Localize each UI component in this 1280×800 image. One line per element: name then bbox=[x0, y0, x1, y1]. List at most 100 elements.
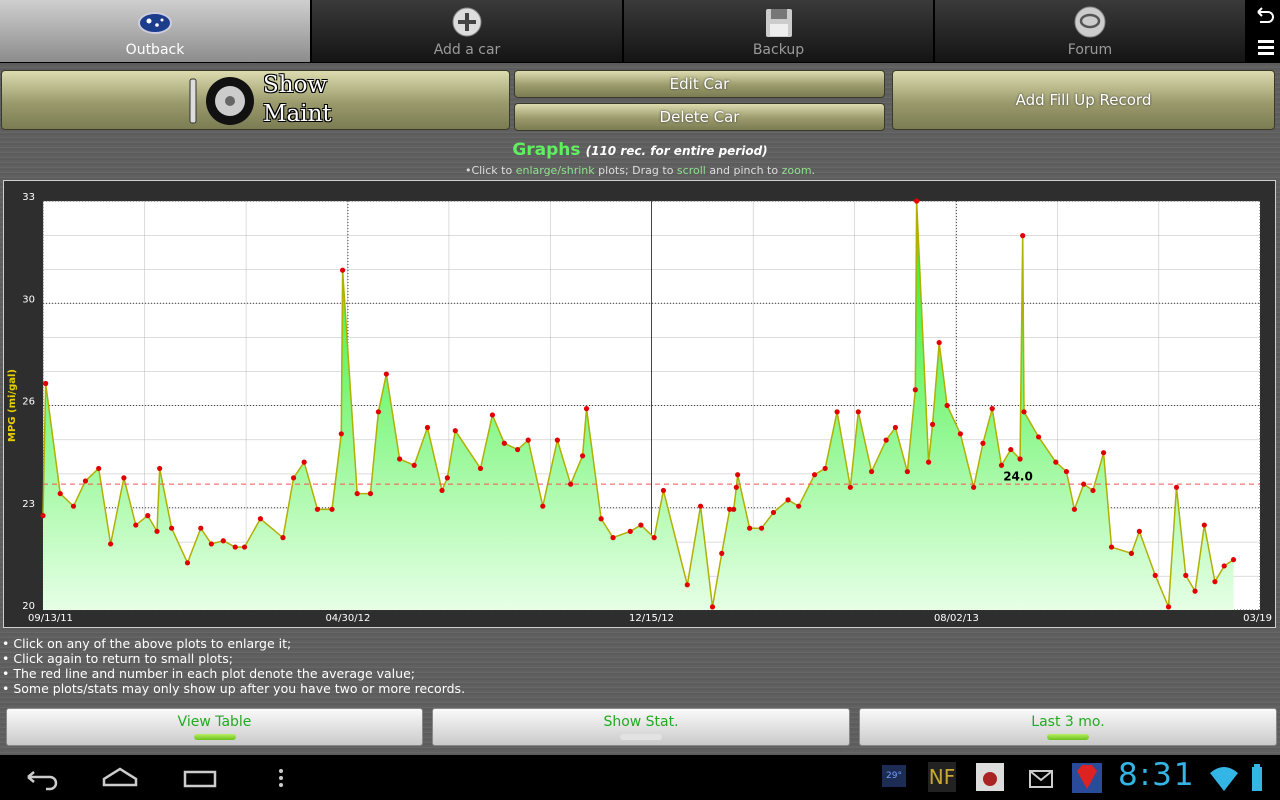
data-point bbox=[184, 560, 191, 566]
hint-text: scroll bbox=[676, 164, 706, 177]
x-tick-label: 08/02/13 bbox=[934, 613, 979, 624]
hint-text: plots; Drag to bbox=[594, 164, 677, 177]
data-point bbox=[257, 516, 264, 522]
data-point bbox=[57, 490, 63, 497]
data-point bbox=[1108, 544, 1115, 550]
edit-car-button[interactable]: Edit Car bbox=[514, 70, 885, 98]
data-point bbox=[912, 387, 918, 393]
data-point bbox=[515, 446, 521, 453]
data-point bbox=[290, 475, 297, 481]
data-point bbox=[747, 525, 753, 531]
data-point bbox=[651, 535, 657, 541]
tab[interactable]: Add a car bbox=[312, 0, 622, 62]
system-bar: 29° NF 8:31 bbox=[0, 755, 1280, 800]
data-point bbox=[925, 459, 932, 465]
data-point bbox=[971, 484, 977, 490]
data-point bbox=[70, 503, 77, 509]
data-point bbox=[232, 544, 238, 550]
notes: • Click on any of the above plots to enl… bbox=[2, 636, 465, 696]
tab[interactable]: Backup bbox=[624, 0, 933, 62]
menu-icons[interactable] bbox=[1250, 0, 1280, 62]
data-point bbox=[375, 409, 382, 415]
data-point bbox=[936, 339, 942, 346]
data-point bbox=[883, 437, 889, 443]
hint-text: •Click to bbox=[464, 164, 516, 177]
chart[interactable]: 20 23 26 30 33 09/13/11 04/30/12 12/15/12 08/02/… bbox=[0, 180, 1280, 630]
data-point bbox=[1036, 434, 1042, 440]
data-point bbox=[540, 503, 546, 509]
add-fill-up-button[interactable]: Add Fill Up Record bbox=[892, 70, 1275, 130]
data-point bbox=[847, 484, 853, 490]
data-point bbox=[108, 541, 114, 547]
hint-text: . bbox=[811, 164, 816, 177]
data-point bbox=[834, 409, 840, 415]
data-point bbox=[1212, 579, 1218, 585]
toggle-indicator bbox=[620, 734, 662, 740]
tab[interactable]: Outback bbox=[0, 0, 310, 62]
data-point bbox=[1165, 604, 1172, 610]
data-point bbox=[719, 550, 725, 556]
data-point bbox=[477, 465, 484, 472]
data-point bbox=[444, 475, 450, 481]
data-point bbox=[154, 528, 160, 534]
graphs-header: Graphs (110 rec. for entire period) bbox=[0, 140, 1280, 160]
data-point bbox=[121, 475, 127, 481]
tab-label: Add a car bbox=[433, 42, 501, 58]
data-point bbox=[96, 465, 102, 472]
data-point bbox=[1017, 456, 1023, 462]
data-point bbox=[568, 481, 574, 487]
data-point bbox=[1173, 484, 1180, 490]
data-point bbox=[133, 522, 139, 528]
data-point bbox=[1100, 450, 1107, 456]
note: • The red line and number in each plot d… bbox=[2, 666, 415, 681]
add-car-icon bbox=[452, 7, 482, 37]
backup-icon bbox=[765, 9, 792, 37]
data-point bbox=[1090, 487, 1096, 494]
maint-icon bbox=[189, 77, 254, 125]
data-point bbox=[157, 465, 163, 472]
data-point bbox=[697, 503, 704, 509]
data-point bbox=[735, 472, 741, 478]
data-point bbox=[610, 535, 616, 541]
data-point bbox=[383, 371, 389, 377]
delete-car-button[interactable]: Delete Car bbox=[514, 103, 885, 131]
data-point bbox=[168, 525, 175, 531]
data-point bbox=[733, 484, 739, 490]
view-table-button[interactable]: View Table bbox=[6, 708, 423, 746]
data-point bbox=[638, 522, 644, 528]
show-stat-button[interactable]: Show Stat. bbox=[432, 708, 850, 746]
data-point bbox=[980, 440, 986, 446]
nav-buttons[interactable] bbox=[0, 755, 320, 800]
data-point bbox=[198, 525, 204, 531]
data-point bbox=[731, 506, 737, 512]
data-point bbox=[367, 490, 374, 497]
data-point bbox=[439, 487, 445, 494]
graphs-subtitle: (110 rec. for entire period) bbox=[585, 144, 768, 158]
data-point bbox=[1053, 459, 1059, 465]
data-point bbox=[989, 406, 995, 412]
data-point bbox=[627, 528, 633, 534]
data-point bbox=[338, 431, 344, 437]
data-point bbox=[82, 478, 89, 484]
data-point bbox=[554, 437, 560, 443]
data-point bbox=[1071, 506, 1078, 512]
data-point bbox=[1081, 481, 1087, 487]
data-point bbox=[579, 453, 586, 459]
y-tick-label: 23 bbox=[22, 499, 35, 510]
show-maint-button[interactable]: Show Maint bbox=[1, 70, 510, 130]
y-tick-label: 30 bbox=[22, 294, 35, 305]
data-point bbox=[489, 412, 496, 418]
data-point bbox=[1020, 233, 1026, 239]
tab[interactable]: Forum bbox=[935, 0, 1245, 62]
graphs-title: Graphs bbox=[512, 140, 581, 160]
last-3-mo-button[interactable]: Last 3 mo. bbox=[859, 708, 1277, 746]
data-point bbox=[40, 513, 46, 519]
data-point bbox=[904, 468, 910, 475]
data-point bbox=[684, 582, 690, 588]
data-point bbox=[1192, 588, 1198, 594]
hint-text: and pinch to bbox=[705, 164, 782, 177]
tab-label: Forum bbox=[1067, 42, 1113, 58]
data-point bbox=[1221, 563, 1227, 569]
data-point bbox=[1128, 550, 1135, 556]
data-point bbox=[811, 472, 818, 478]
